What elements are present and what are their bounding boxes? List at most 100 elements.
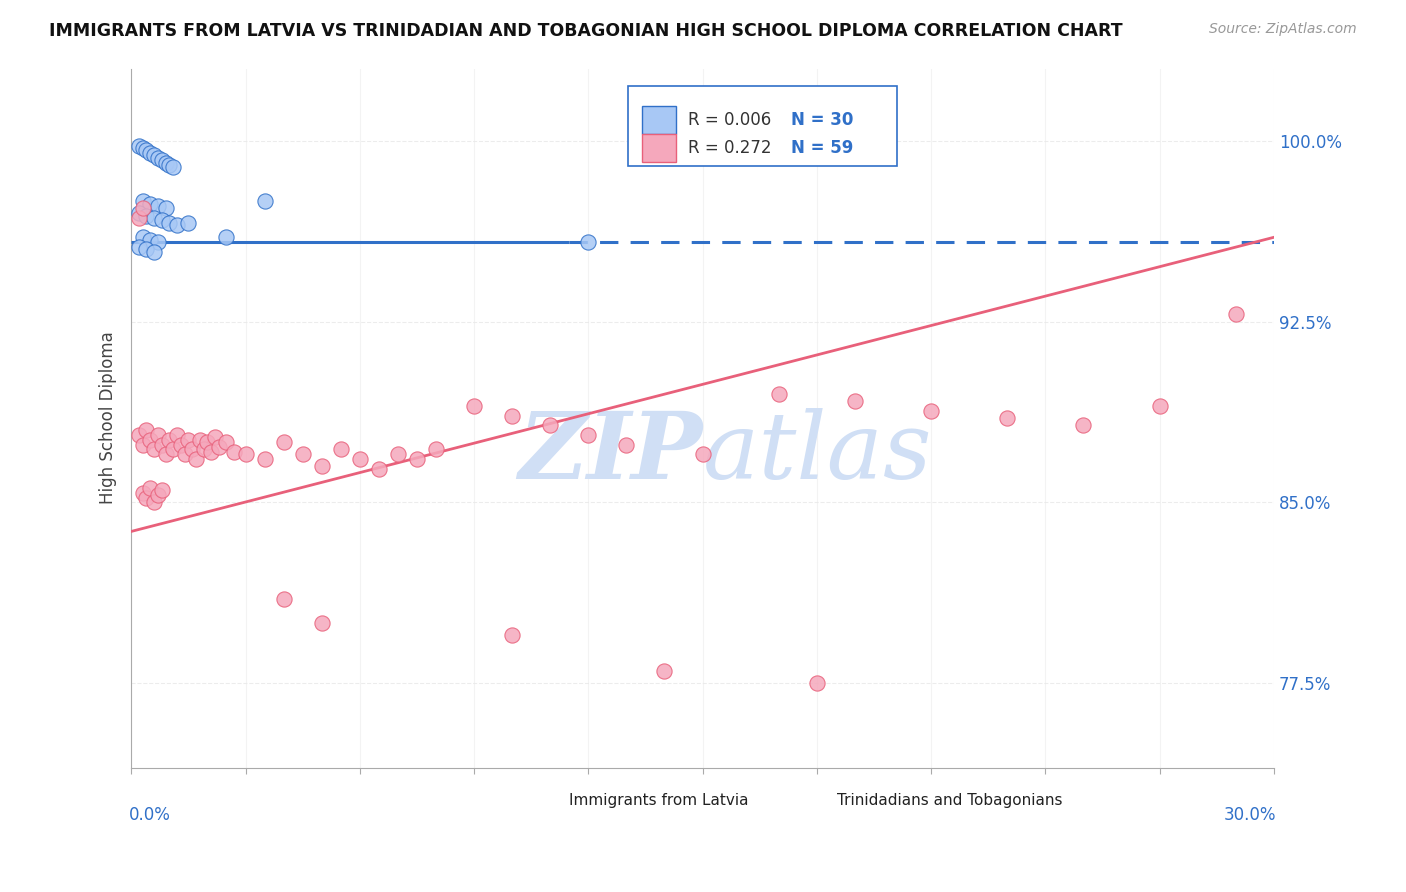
Point (143, 244, 166, 259)
Point (406, 452, 429, 467)
Point (135, 209, 157, 223)
Y-axis label: High School Diploma: High School Diploma (100, 332, 117, 505)
Point (177, 216, 200, 230)
Point (311, 459, 333, 474)
Point (131, 230, 153, 244)
Point (184, 452, 207, 467)
Point (181, 442, 204, 457)
Point (367, 461, 389, 475)
Point (146, 488, 169, 502)
Point (157, 433, 180, 447)
Point (576, 428, 599, 442)
Point (131, 141, 153, 155)
Text: R = 0.272: R = 0.272 (688, 138, 772, 156)
Point (215, 435, 238, 450)
Point (215, 230, 238, 244)
Text: 0.0%: 0.0% (129, 806, 172, 824)
Point (538, 418, 561, 433)
Point (146, 428, 169, 442)
Point (162, 442, 184, 457)
Point (188, 433, 211, 447)
Point (768, 387, 790, 401)
Point (253, 452, 276, 467)
Point (920, 404, 942, 418)
Point (1149, 399, 1171, 413)
Point (1073, 418, 1095, 433)
Point (128, 211, 150, 225)
Point (131, 202, 153, 216)
Point (806, 676, 828, 690)
FancyBboxPatch shape (806, 792, 825, 810)
Point (387, 447, 409, 461)
Point (273, 591, 295, 606)
Point (197, 435, 219, 450)
Text: ZIP: ZIP (519, 408, 703, 498)
Text: N = 30: N = 30 (790, 111, 853, 128)
FancyBboxPatch shape (643, 105, 676, 134)
Point (131, 437, 153, 451)
Point (235, 447, 257, 461)
Point (173, 447, 195, 461)
FancyBboxPatch shape (537, 792, 557, 810)
Point (193, 442, 215, 457)
Point (155, 155, 177, 169)
Point (143, 442, 166, 457)
Point (1225, 308, 1247, 322)
Point (576, 235, 599, 249)
Point (204, 430, 226, 444)
Point (139, 196, 162, 211)
Point (135, 491, 157, 505)
Text: 30.0%: 30.0% (1223, 806, 1277, 824)
Point (139, 233, 162, 247)
Point (329, 442, 352, 457)
Point (143, 495, 166, 509)
Point (135, 243, 157, 257)
Point (139, 433, 162, 447)
Point (131, 194, 153, 208)
Text: Trinidadians and Tobagonians: Trinidadians and Tobagonians (838, 793, 1063, 808)
Point (157, 158, 180, 172)
Point (222, 445, 245, 459)
Point (166, 219, 188, 233)
Point (200, 445, 222, 459)
Point (139, 145, 162, 160)
Point (311, 615, 333, 630)
Point (349, 452, 371, 467)
Point (146, 235, 169, 249)
Point (501, 409, 523, 423)
Text: R = 0.006: R = 0.006 (688, 111, 770, 128)
Point (208, 440, 231, 454)
Point (273, 435, 295, 450)
Text: IMMIGRANTS FROM LATVIA VS TRINIDADIAN AND TOBAGONIAN HIGH SCHOOL DIPLOMA CORRELA: IMMIGRANTS FROM LATVIA VS TRINIDADIAN AN… (49, 22, 1123, 40)
FancyBboxPatch shape (628, 86, 897, 167)
Point (253, 194, 276, 208)
Point (143, 148, 166, 162)
Point (128, 206, 150, 220)
Text: Source: ZipAtlas.com: Source: ZipAtlas.com (1209, 22, 1357, 37)
Point (616, 437, 638, 451)
Point (844, 394, 866, 409)
Point (157, 216, 180, 230)
Point (150, 213, 173, 227)
Text: atlas: atlas (703, 408, 932, 498)
Point (463, 399, 485, 413)
Point (139, 481, 162, 495)
Point (692, 447, 714, 461)
Point (425, 442, 447, 457)
Point (177, 433, 200, 447)
Point (146, 199, 169, 213)
Point (150, 483, 173, 498)
Point (150, 153, 173, 168)
Point (654, 665, 676, 679)
Point (128, 428, 150, 442)
Point (150, 437, 173, 451)
Point (166, 428, 188, 442)
Point (128, 240, 150, 254)
Point (135, 144, 157, 158)
Point (146, 151, 169, 165)
Point (155, 447, 177, 461)
Text: Immigrants from Latvia: Immigrants from Latvia (569, 793, 748, 808)
Point (995, 411, 1018, 425)
Point (143, 211, 166, 225)
FancyBboxPatch shape (643, 134, 676, 161)
